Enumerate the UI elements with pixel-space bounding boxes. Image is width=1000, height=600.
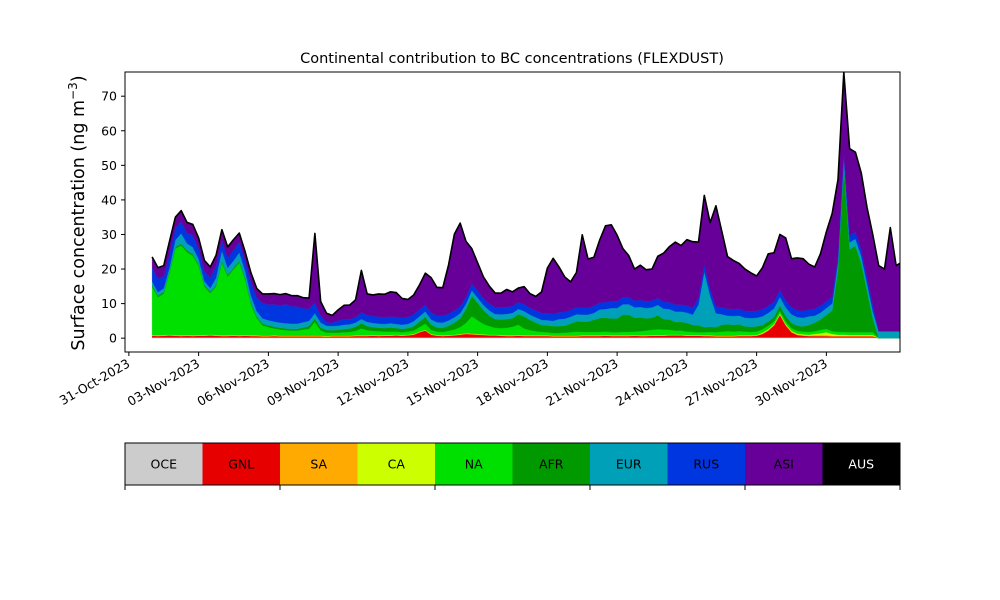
legend-label-eur: EUR (616, 457, 642, 472)
legend-label-rus: RUS (693, 457, 719, 472)
legend-swatch-afr (512, 443, 591, 485)
legend-label-na: NA (465, 457, 483, 472)
legend-swatch-asi (745, 443, 823, 485)
y-tick-label: 20 (101, 262, 117, 277)
legend-label-afr: AFR (539, 457, 564, 472)
x-tick-label: 15-Nov-2023 (404, 356, 481, 409)
x-tick-label: 31-Oct-2023 (57, 356, 133, 408)
legend-swatch-oce (125, 443, 203, 485)
total-concentration-line (151, 72, 900, 317)
legend-label-asi: ASI (774, 457, 794, 472)
x-tick-label: 12-Nov-2023 (334, 356, 411, 409)
legend-swatch-eur (590, 443, 668, 485)
legend-label-gnl: GNL (228, 457, 254, 472)
legend-label-oce: OCE (151, 457, 178, 472)
area-asi (151, 72, 900, 332)
x-tick-label: 27-Nov-2023 (683, 356, 760, 409)
y-tick-label: 60 (101, 123, 117, 138)
legend-label-sa: SA (310, 457, 327, 472)
plot-frame (124, 71, 901, 353)
y-axis: 0 10 20 30 40 50 60 70 (101, 89, 125, 346)
legend-colorbar: OCE GNL SA CA NA AFR EUR RUS ASI AUS (124, 442, 901, 490)
x-tick-label: 24-Nov-2023 (613, 356, 690, 409)
x-tick-label: 06-Nov-2023 (194, 356, 271, 409)
y-tick-label: 30 (101, 227, 117, 242)
x-tick-label: 21-Nov-2023 (543, 356, 620, 409)
y-tick-label: 40 (101, 192, 117, 207)
y-axis-label: Surface concentration (ng m−3) (66, 75, 89, 350)
legend-swatch-aus (822, 443, 901, 485)
x-axis: 31-Oct-202303-Nov-202306-Nov-202309-Nov-… (57, 352, 830, 409)
legend-swatch-gnl (202, 443, 281, 485)
legend-swatch-na (435, 443, 513, 485)
y-tick-label: 50 (101, 158, 117, 173)
stacked-areas (151, 72, 900, 339)
x-tick-label: 30-Nov-2023 (752, 356, 829, 409)
legend-swatch-ca (357, 443, 436, 485)
x-tick-label: 18-Nov-2023 (473, 356, 550, 409)
y-tick-label: 70 (101, 89, 117, 104)
legend-swatch-rus (667, 443, 746, 485)
chart-title: Continental contribution to BC concentra… (300, 51, 724, 67)
legend-swatch-sa (280, 443, 358, 485)
y-tick-label: 0 (109, 331, 117, 346)
y-tick-label: 10 (101, 296, 117, 311)
legend-frame (124, 442, 901, 486)
legend-label-aus: AUS (848, 457, 874, 472)
legend-label-ca: CA (388, 457, 406, 472)
x-tick-label: 09-Nov-2023 (264, 356, 341, 409)
x-tick-label: 03-Nov-2023 (125, 356, 202, 409)
